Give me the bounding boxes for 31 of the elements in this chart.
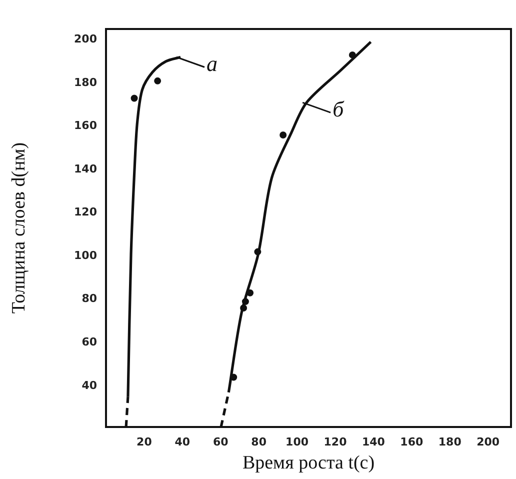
x-axis-title: Время роста t(с) — [242, 452, 375, 474]
y-tick-label: 40 — [82, 378, 98, 392]
y-tick-label: 120 — [74, 206, 98, 219]
point — [154, 77, 162, 84]
x-tick-label: 40 — [174, 435, 190, 448]
y-tick-label: 160 — [74, 119, 98, 132]
point — [280, 131, 287, 138]
annotation: а — [206, 50, 218, 76]
x-tick-label: 60 — [212, 435, 229, 448]
x-tick-label: 120 — [324, 435, 348, 448]
point — [242, 298, 249, 306]
x-tick-label: 80 — [251, 435, 267, 448]
y-tick-label: 60 — [82, 336, 98, 348]
point — [130, 94, 138, 102]
y-tick-label: 80 — [82, 292, 98, 306]
x-tick-label: 20 — [136, 435, 152, 448]
x-tick-label: 160 — [400, 435, 424, 448]
x-tick-label: 100 — [286, 435, 309, 448]
point — [246, 289, 254, 296]
y-tick-label: 100 — [74, 248, 98, 262]
point — [240, 304, 248, 312]
y-tick-label: 180 — [74, 76, 98, 89]
y-tick-label: 200 — [74, 32, 98, 46]
annotation: б — [332, 96, 345, 122]
x-tick-label: 200 — [476, 435, 500, 448]
y-tick-label: 140 — [74, 162, 98, 176]
x-tick-label: 180 — [438, 435, 462, 448]
x-tick-label: 140 — [362, 435, 386, 448]
point — [254, 248, 262, 256]
point — [348, 51, 356, 58]
y-axis-title: Толщина слоев d(нм) — [8, 142, 30, 314]
